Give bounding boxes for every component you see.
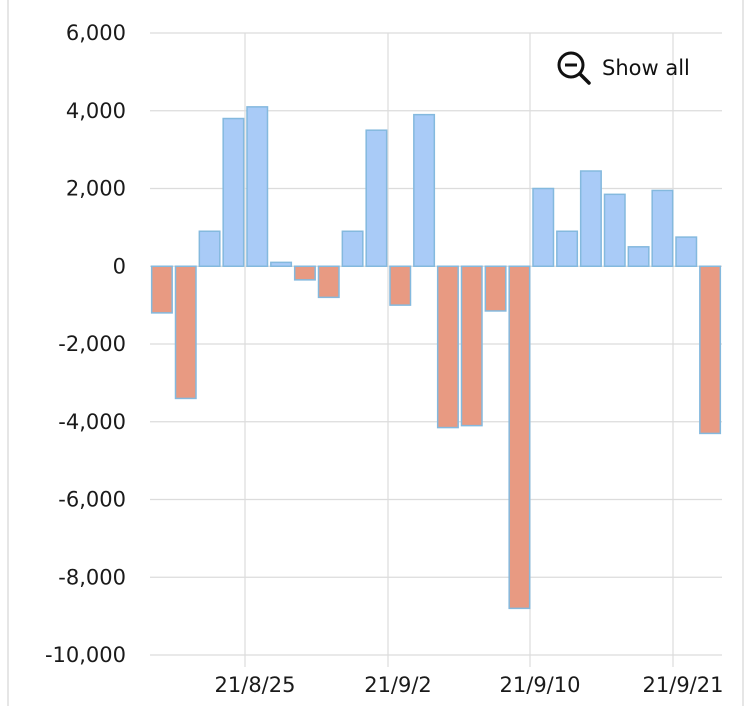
show-all-button[interactable]: Show all bbox=[556, 50, 690, 86]
y-tick-label: -2,000 bbox=[58, 332, 126, 356]
bar bbox=[603, 193, 626, 267]
bar bbox=[222, 117, 245, 268]
zoom-out-icon bbox=[557, 51, 591, 85]
y-axis-tick-labels: 6,000 4,000 2,000 0 -2,000 -4,000 -6,000 -8,000… bbox=[45, 21, 126, 667]
bar bbox=[198, 230, 221, 267]
x-tick-label: 21/9/2 bbox=[364, 673, 432, 697]
x-axis-tick-labels: 21/8/25 21/9/2 21/9/10 21/9/21 bbox=[215, 673, 724, 697]
bar bbox=[293, 265, 316, 281]
y-tick-label: -4,000 bbox=[58, 410, 126, 434]
y-tick-label: 6,000 bbox=[66, 21, 126, 45]
frame-right-border bbox=[742, 0, 744, 706]
bar bbox=[675, 236, 698, 267]
bar bbox=[246, 106, 269, 267]
bar bbox=[270, 261, 293, 267]
bar bbox=[699, 265, 722, 435]
bar bbox=[365, 129, 388, 267]
bar bbox=[556, 230, 579, 267]
x-tick-label: 21/8/25 bbox=[215, 673, 296, 697]
bar bbox=[508, 265, 531, 610]
bar bbox=[150, 265, 173, 314]
bar bbox=[484, 265, 507, 312]
bar bbox=[627, 246, 650, 267]
bar bbox=[389, 265, 412, 306]
y-tick-label: -10,000 bbox=[45, 643, 126, 667]
bar bbox=[532, 187, 555, 267]
bar bbox=[651, 189, 674, 268]
bar bbox=[413, 113, 436, 267]
y-tick-label: -8,000 bbox=[58, 565, 126, 589]
x-tick-label: 21/9/10 bbox=[500, 673, 581, 697]
bar bbox=[436, 265, 459, 429]
y-tick-label: 0 bbox=[113, 254, 126, 278]
show-all-label: Show all bbox=[602, 56, 690, 80]
y-tick-label: -6,000 bbox=[58, 488, 126, 512]
y-tick-label: 2,000 bbox=[66, 177, 126, 201]
bar bbox=[460, 265, 483, 427]
bars bbox=[150, 106, 722, 610]
bar bbox=[341, 230, 364, 267]
bar bbox=[579, 170, 602, 268]
y-tick-label: 4,000 bbox=[66, 99, 126, 123]
x-tick-label: 21/9/21 bbox=[643, 673, 724, 697]
bar bbox=[174, 265, 197, 400]
bar bbox=[317, 265, 340, 299]
frame-left-border bbox=[7, 0, 9, 706]
